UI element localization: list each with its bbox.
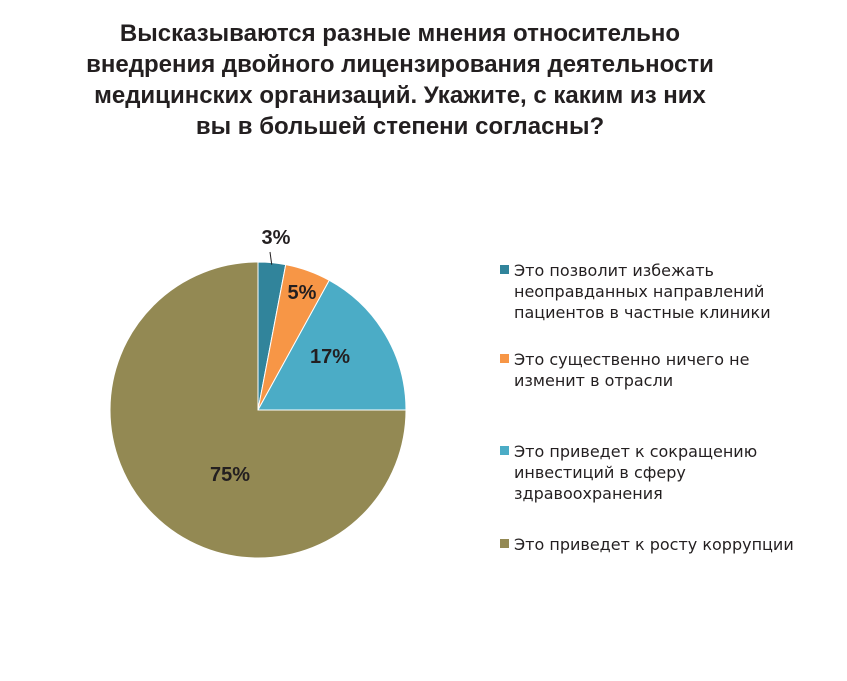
legend-item: Это приведет к сокращению инвестиций в с…	[500, 441, 830, 504]
chart-title: Высказываются разные мнения относительно…	[20, 18, 780, 142]
legend-label-line: здравоохранения	[514, 484, 663, 503]
legend-label-line: Это существенно ничего не	[514, 350, 750, 369]
legend-label-line: неоправданных направлений	[514, 282, 765, 301]
legend-label-line: Это позволит избежать	[514, 261, 714, 280]
chart-title-line: Высказываются разные мнения относительно	[119, 20, 681, 47]
legend-item: Это позволит избежать неоправданных напр…	[500, 260, 830, 323]
chart-title-line: вы в большей степени согласны?	[195, 113, 605, 140]
slice-percent-label: 75%	[210, 464, 250, 486]
leader-line	[269, 251, 273, 265]
slice-percent-label: 5%	[288, 282, 317, 304]
legend-label-line: пациентов в частные клиники	[514, 303, 771, 322]
legend-label-line: инвестиций в сферу	[514, 463, 686, 482]
legend-swatch	[500, 539, 509, 548]
legend-label-line: Это приведет к росту коррупции	[514, 535, 794, 554]
pie-slice	[257, 279, 407, 411]
legend-label-line: изменит в отрасли	[514, 371, 674, 390]
pie-slice	[109, 261, 407, 559]
legend-swatch	[500, 354, 509, 363]
chart-title-line: внедрения двойного лицензирования деятел…	[86, 51, 714, 78]
slice-percent-label: 3%	[262, 227, 291, 249]
slice-percent-label: 17%	[310, 346, 350, 368]
legend-swatch	[500, 446, 509, 455]
chart-title-line: медицинских организаций. Укажите, с каки…	[94, 82, 706, 109]
legend-item: Это существенно ничего не изменит в отра…	[500, 349, 830, 391]
legend-label-line: Это приведет к сокращению	[514, 442, 758, 461]
legend-swatch	[500, 265, 509, 274]
legend-item: Это приведет к росту коррупции	[500, 534, 830, 555]
